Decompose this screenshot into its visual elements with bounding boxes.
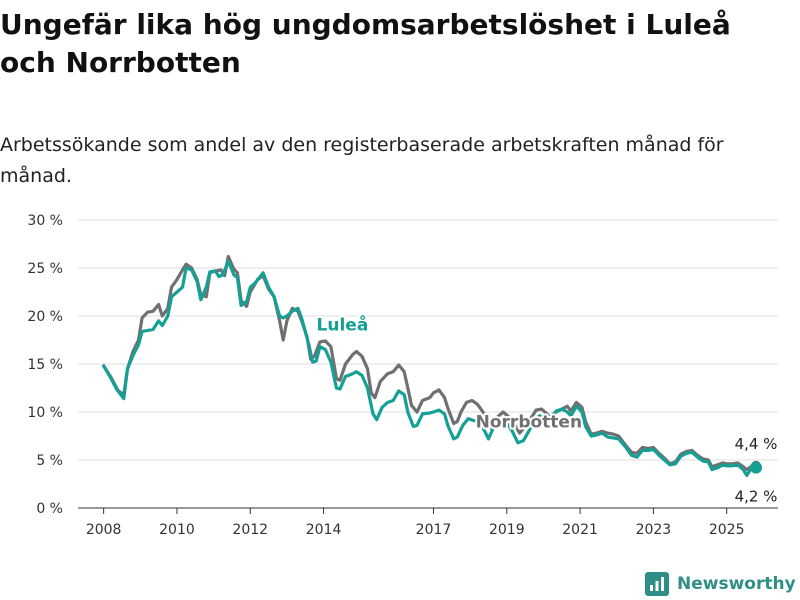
- end-value-label-norrbotten: 4,4 %: [735, 435, 778, 453]
- y-tick-label: 25 %: [27, 261, 63, 277]
- x-tick-label: 2008: [86, 522, 122, 538]
- grid-lines: [78, 219, 778, 461]
- series-label-norrbotten: Norrbotten: [476, 413, 582, 433]
- line-chart: 0 %5 %10 %15 %20 %25 %30 % 2008 2010 2012 2…: [27, 213, 780, 538]
- y-tick-label: 30 %: [27, 213, 63, 229]
- x-tick-label: 2021: [562, 522, 598, 538]
- newsworthy-brand[interactable]: Newsworthy: [645, 570, 796, 598]
- y-axis-tick-labels: 0 % 5 % 10 % 15 % 20 % 25 % 30 %: [27, 213, 63, 517]
- x-axis: 2008 2010 2012 2014 2017 2019 2021 2023 2025: [78, 507, 778, 538]
- series-lines: [102, 254, 763, 477]
- end-value-label-lule-: 4,2 %: [735, 488, 778, 506]
- end-marker-lule-: [750, 461, 763, 474]
- x-tick-label: 2012: [232, 522, 268, 538]
- y-tick-label: 20 %: [27, 309, 63, 325]
- y-tick-label: 15 %: [27, 357, 63, 373]
- newsworthy-logo-icon: [645, 572, 669, 596]
- chart-subtitle: Arbetssökande som andel av den registerb…: [0, 134, 724, 187]
- series-line-lule-: [102, 259, 758, 477]
- y-tick-label: 5 %: [36, 453, 63, 469]
- chart-title: Ungefär lika hög ungdomsarbetslöshet i L…: [0, 8, 731, 79]
- x-tick-label: 2023: [636, 522, 672, 538]
- x-tick-label: 2017: [416, 522, 452, 538]
- brand-name: Newsworthy: [677, 574, 796, 594]
- series-label-lule-: Luleå: [317, 314, 369, 336]
- series-line-norrbotten: [102, 254, 758, 472]
- x-tick-label: 2025: [709, 522, 745, 538]
- x-tick-label: 2014: [306, 522, 342, 538]
- x-tick-label: 2019: [489, 522, 525, 538]
- series-labels: Luleå Norrbotten 4,4 % 4,2 %: [315, 312, 780, 508]
- x-tick-label: 2010: [159, 522, 195, 538]
- y-tick-label: 0 %: [36, 501, 63, 517]
- y-tick-label: 10 %: [27, 405, 63, 421]
